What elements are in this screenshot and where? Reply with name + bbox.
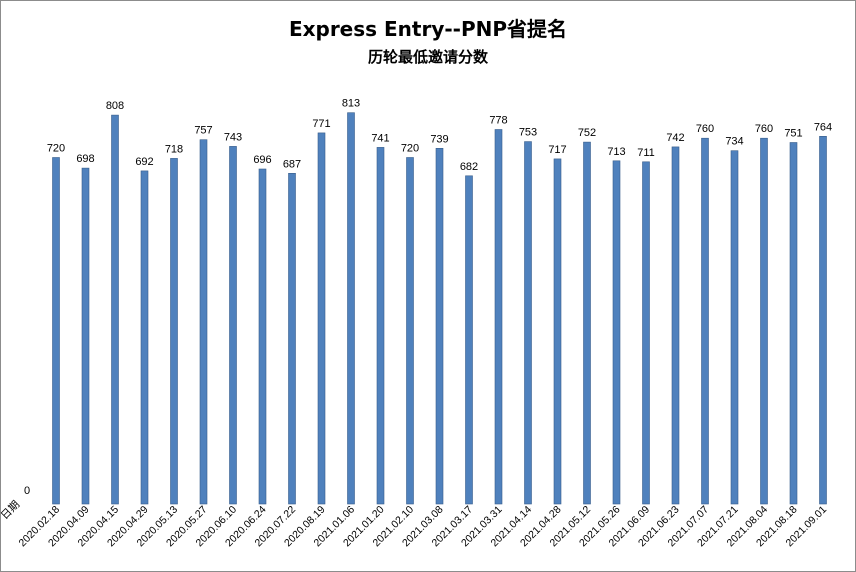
value-label-2020.05.27: 757 [194, 125, 212, 137]
bar-2020.06.10 [229, 146, 237, 505]
value-label-2021.07.07: 760 [696, 123, 714, 135]
chart-subtitle: 历轮最低邀请分数 [367, 48, 488, 66]
value-label-2021.06.23: 742 [666, 132, 684, 144]
bar-2021.03.17 [465, 175, 473, 505]
bar-2021.03.08 [435, 148, 444, 505]
value-label-2021.03.17: 682 [460, 161, 478, 173]
value-label-2020.04.29: 692 [135, 156, 153, 168]
bar-2021.09.01 [819, 136, 827, 505]
value-labels-group: 720 698 808 692 718 757 743 696 687 771 813 741 720 7… [47, 98, 832, 173]
bar-2021.06.09 [642, 161, 650, 505]
value-label-2021.05.26: 713 [607, 146, 625, 158]
bar-2020.07.22 [288, 173, 296, 505]
bars-group [52, 112, 827, 505]
value-label-2020.06.10: 743 [224, 131, 242, 143]
bar-2020.05.13 [170, 158, 178, 505]
value-label-2020.02.18: 720 [47, 143, 65, 155]
value-label-2020.04.15: 808 [106, 100, 124, 112]
y-axis-tick-label: 0 [24, 485, 30, 497]
value-label-2021.08.04: 760 [755, 123, 773, 135]
chart-title: Express Entry--PNP省提名 [288, 17, 568, 41]
value-label-2020.08.19: 771 [312, 118, 330, 130]
value-label-2021.05.12: 752 [578, 127, 596, 139]
bar-2021.03.31 [494, 129, 503, 505]
bar-2020.02.18 [52, 157, 60, 505]
value-label-2020.05.13: 718 [165, 143, 183, 155]
value-label-2021.01.20: 741 [371, 132, 389, 144]
bar-2021.01.06 [347, 112, 355, 505]
bar-2021.02.10 [406, 157, 414, 505]
bar-2021.07.07 [701, 137, 709, 505]
bar-2020.06.24 [258, 168, 267, 505]
value-label-2021.02.10: 720 [401, 143, 419, 155]
bar-2021.05.26 [612, 160, 621, 505]
bar-2020.04.09 [81, 167, 90, 505]
value-label-2021.04.14: 753 [519, 127, 537, 139]
value-label-2021.07.21: 734 [725, 136, 743, 148]
bar-2021.08.18 [789, 142, 798, 505]
value-label-2020.04.09: 698 [76, 153, 94, 165]
x-axis-label: 日期 [0, 499, 22, 522]
value-label-2021.01.06: 813 [342, 98, 360, 110]
bar-2020.04.15 [111, 114, 119, 505]
value-label-2021.03.31: 778 [489, 115, 507, 127]
value-label-2020.07.22: 687 [283, 158, 301, 170]
value-label-2021.08.18: 751 [784, 128, 802, 140]
bar-2021.06.23 [671, 146, 680, 505]
bar-2021.01.20 [376, 147, 385, 505]
bar-2021.04.14 [524, 141, 532, 505]
value-label-2021.04.28: 717 [548, 144, 566, 156]
bar-2020.05.27 [199, 139, 208, 505]
value-label-2021.06.09: 711 [637, 147, 655, 159]
bar-2020.08.19 [317, 132, 326, 505]
bar-2021.05.12 [583, 141, 591, 505]
value-label-2020.06.24: 696 [253, 154, 271, 166]
bar-2021.07.21 [730, 150, 739, 505]
x-tick-labels-group: 2020.02.182020.04.092020.04.152020.04.29… [16, 504, 829, 550]
value-label-2021.09.01: 764 [814, 121, 832, 133]
bar-2020.04.29 [140, 170, 149, 505]
bar-2021.04.28 [553, 158, 562, 505]
value-label-2021.03.08: 739 [430, 133, 448, 145]
bar-2021.08.04 [760, 137, 768, 505]
